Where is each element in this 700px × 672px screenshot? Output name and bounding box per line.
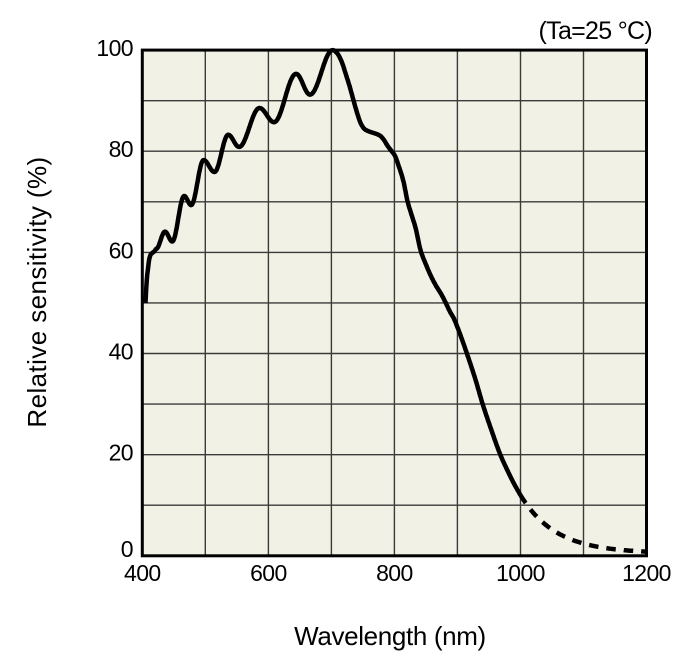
- svg-text:1200: 1200: [622, 560, 671, 586]
- svg-text:20: 20: [109, 440, 133, 466]
- svg-text:800: 800: [376, 560, 413, 586]
- svg-text:40: 40: [109, 339, 133, 365]
- svg-text:Relative sensitivity (%): Relative sensitivity (%): [22, 156, 52, 427]
- svg-text:Wavelength (nm): Wavelength (nm): [294, 621, 486, 651]
- svg-text:80: 80: [109, 136, 133, 162]
- svg-text:60: 60: [109, 237, 133, 263]
- svg-text:1000: 1000: [496, 560, 545, 586]
- svg-text:(Ta=25 °C): (Ta=25 °C): [539, 17, 652, 45]
- svg-text:600: 600: [250, 560, 287, 586]
- svg-text:0: 0: [121, 536, 133, 562]
- svg-text:100: 100: [96, 35, 133, 61]
- svg-text:400: 400: [124, 560, 161, 586]
